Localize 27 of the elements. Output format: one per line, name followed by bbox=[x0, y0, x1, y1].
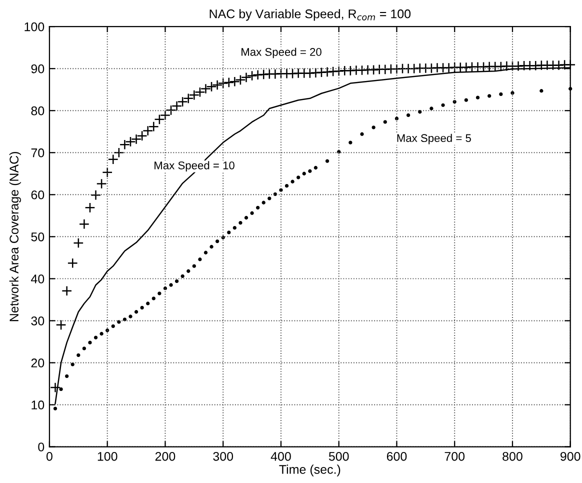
x-tick-label: 900 bbox=[560, 452, 580, 461]
y-tick-label: 10 bbox=[32, 400, 44, 410]
y-tick-label: 80 bbox=[31, 106, 44, 116]
x-tick-label: 0 bbox=[46, 452, 52, 461]
y-tick-label: 60 bbox=[31, 190, 44, 200]
y-tick-label: 20 bbox=[31, 358, 44, 368]
x-tick-label: 500 bbox=[328, 452, 349, 461]
y-axis-title: Network Area Coverage (NAC) bbox=[9, 152, 21, 322]
y-tick-label: 90 bbox=[31, 64, 44, 74]
x-axis-title: Time (sec.) bbox=[279, 464, 340, 476]
x-tick-label: 800 bbox=[502, 452, 522, 461]
x-tick-label: 300 bbox=[213, 452, 234, 461]
annotation: Max Speed = 5 bbox=[397, 134, 471, 144]
y-tick-label: 0 bbox=[38, 442, 44, 452]
y-tick-label: 50 bbox=[31, 232, 44, 242]
y-tick-label: 70 bbox=[31, 148, 44, 158]
x-tick-label: 200 bbox=[155, 452, 176, 461]
x-tick-label: 600 bbox=[386, 452, 407, 461]
annotation: Max Speed = 20 bbox=[242, 48, 322, 58]
y-tick-label: 100 bbox=[24, 22, 44, 32]
y-tick-label: 40 bbox=[30, 274, 44, 284]
x-tick-label: 700 bbox=[444, 452, 465, 461]
x-tick-label: 100 bbox=[98, 452, 118, 461]
chart-title: NAC by Variable Speed, R$_{com}$ = 100 bbox=[210, 9, 411, 21]
annotation: Max Speed = 10 bbox=[154, 161, 234, 172]
y-tick-label: 30 bbox=[31, 316, 44, 326]
x-tick-label: 400 bbox=[270, 452, 291, 461]
